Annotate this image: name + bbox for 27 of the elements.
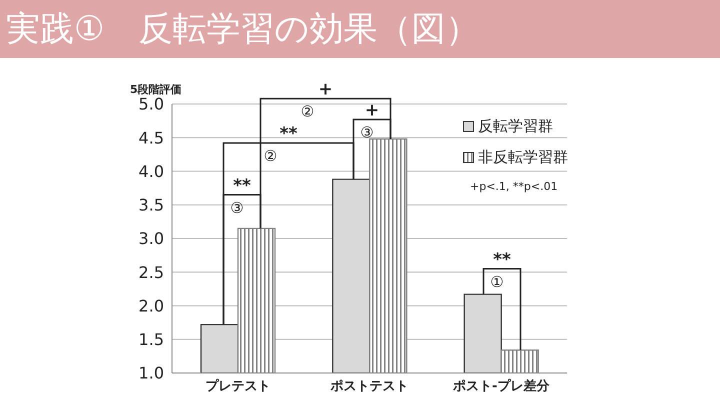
annotation: ② (300, 102, 314, 121)
y-axis-title: 5段階評価 (130, 83, 182, 96)
y-tick-label: 1.0 (138, 364, 164, 383)
annotation: +p<.1, **p<.01 (470, 180, 558, 193)
annotation: ③ (230, 198, 244, 217)
chart-title: 実践① 反転学習の効果（図） (0, 0, 720, 58)
x-tick-label: ポスト-プレ差分 (452, 378, 550, 394)
y-tick-label: 2.0 (138, 296, 164, 316)
y-tick-label: 4.5 (138, 128, 164, 148)
y-tick-label: 4.0 (138, 162, 164, 181)
annotation: ** (493, 250, 511, 270)
y-tick-label: 2.5 (138, 262, 164, 282)
y-tick-label: 3.0 (138, 229, 164, 248)
annotation: ** (233, 176, 251, 196)
annotation: ③ (360, 123, 374, 142)
annotation: ** (280, 124, 298, 144)
x-tick-label: ポストテスト (330, 379, 408, 394)
legend-label: 反転学習群 (477, 117, 554, 136)
significance-bracket: ** ① (482, 250, 522, 350)
annotation: + (364, 100, 380, 120)
y-tick-label: 1.5 (138, 330, 164, 350)
annotation: ② (264, 147, 278, 166)
annotation: ① (490, 272, 504, 291)
legend-label: 非反転学習群 (477, 148, 568, 167)
y-tick-label: 3.5 (138, 196, 164, 215)
x-tick-label: プレテスト (205, 378, 270, 394)
y-tick-label: 5.0 (138, 94, 164, 114)
